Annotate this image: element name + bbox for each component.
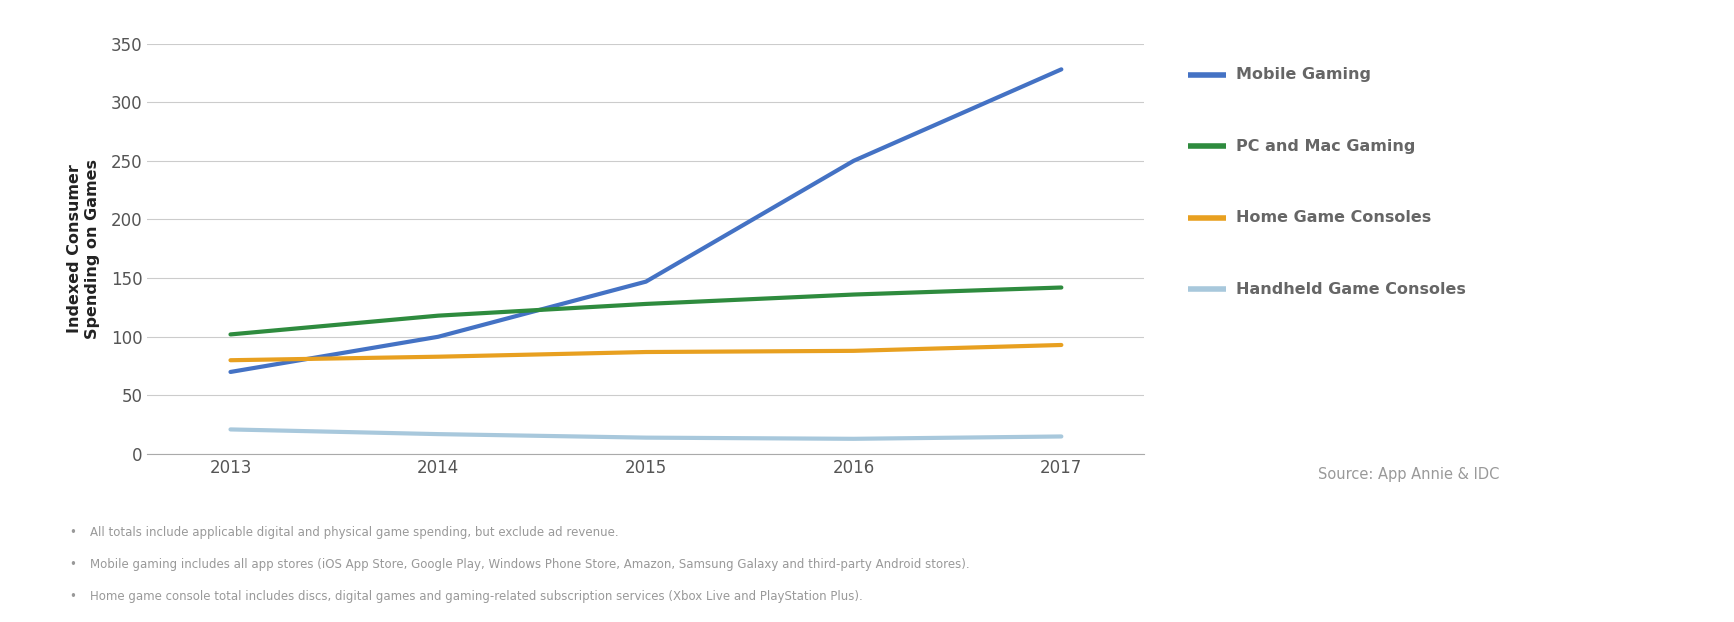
Text: •: • — [69, 558, 76, 571]
Text: Mobile Gaming: Mobile Gaming — [1236, 67, 1372, 82]
Y-axis label: Indexed Consumer
Spending on Games: Indexed Consumer Spending on Games — [68, 159, 101, 339]
Text: •: • — [69, 526, 76, 539]
Text: Home Game Consoles: Home Game Consoles — [1236, 210, 1432, 225]
Text: Source: App Annie & IDC: Source: App Annie & IDC — [1318, 466, 1500, 481]
Text: PC and Mac Gaming: PC and Mac Gaming — [1236, 139, 1415, 154]
Text: All totals include applicable digital and physical game spending, but exclude ad: All totals include applicable digital an… — [90, 526, 619, 539]
Text: Handheld Game Consoles: Handheld Game Consoles — [1236, 282, 1467, 297]
Text: •: • — [69, 590, 76, 603]
Text: Mobile gaming includes all app stores (iOS App Store, Google Play, Windows Phone: Mobile gaming includes all app stores (i… — [90, 558, 969, 571]
Text: Home game console total includes discs, digital games and gaming-related subscri: Home game console total includes discs, … — [90, 590, 864, 603]
